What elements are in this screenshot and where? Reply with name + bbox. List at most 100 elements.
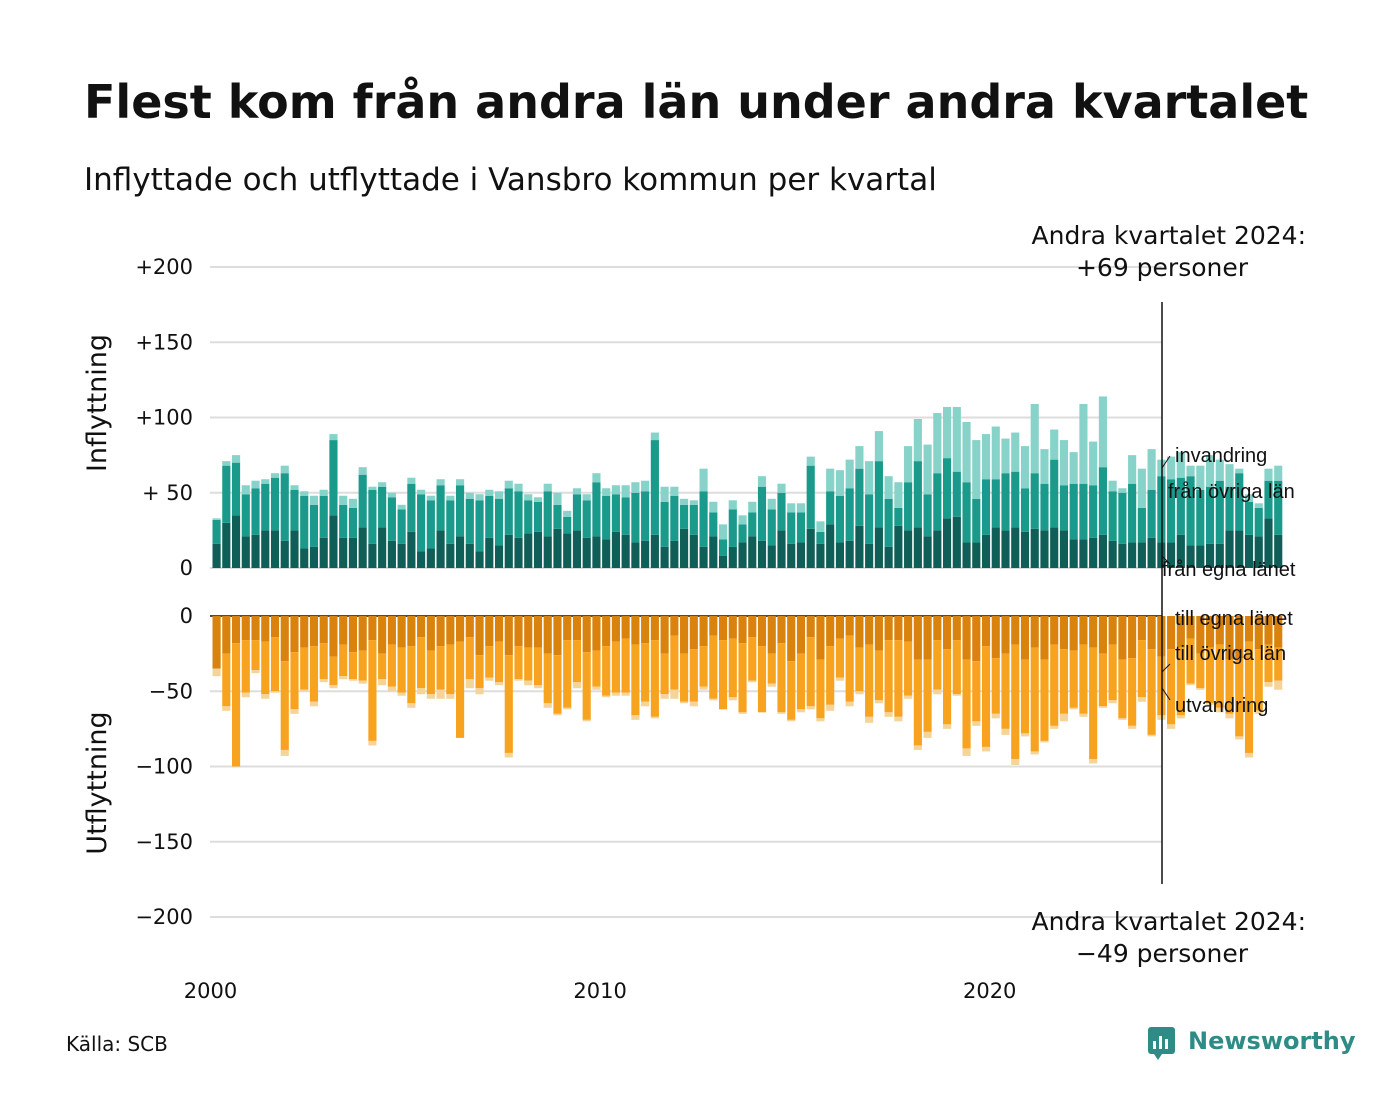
- inflow-bar-egna-30: [504, 534, 513, 568]
- inflow-bar-invandring-27: [475, 494, 484, 501]
- inflow-bar-egna-26: [465, 543, 474, 568]
- inflow-bar-egna-105: [1235, 530, 1244, 569]
- outflow-bar-egna-85: [1040, 616, 1049, 660]
- inflow-bar-invandring-80: [991, 426, 1000, 480]
- outflow-bar-egna-12: [329, 616, 338, 657]
- inflow-bar-ovriga-62: [816, 531, 825, 544]
- outflow-bar-ovriga-91: [1098, 653, 1107, 707]
- inflow-bar-ovriga-11: [319, 495, 328, 538]
- inflow-bar-invandring-100: [1186, 465, 1195, 477]
- outflow-bar-utvandring-44: [641, 701, 650, 707]
- outflow-bar-ovriga-102: [1205, 647, 1215, 704]
- inflow-bar-ovriga-80: [991, 479, 1000, 528]
- inflow-bar-egna-28: [485, 537, 494, 568]
- inflow-bar-ovriga-33: [533, 501, 543, 532]
- inflow-bar-invandring-83: [1020, 446, 1030, 489]
- inflow-bar-ovriga-60: [796, 512, 806, 543]
- outflow-bar-egna-22: [426, 616, 435, 651]
- inflow-bar-invandring-61: [806, 456, 815, 466]
- inflow-bar-ovriga-16: [368, 489, 377, 544]
- inflow-bar-invandring-103: [1215, 459, 1224, 481]
- inflow-bar-egna-79: [981, 534, 991, 568]
- inflow-bar-egna-17: [378, 527, 387, 568]
- inflow-bar-egna-43: [631, 542, 640, 568]
- inflow-bar-egna-49: [689, 534, 698, 568]
- outflow-bar-utvandring-23: [436, 689, 445, 699]
- inflow-bar-invandring-8: [290, 485, 299, 490]
- outflow-bar-ovriga-49: [689, 649, 698, 702]
- inflow-bar-egna-9: [300, 548, 309, 568]
- outflow-bar-ovriga-2: [231, 643, 241, 767]
- top-y-ticks: 0 + 50 +100 +150 +200: [135, 255, 193, 580]
- inflow-bar-ovriga-50: [699, 491, 708, 547]
- outflow-bar-egna-32: [524, 616, 533, 648]
- outflow-bar-ovriga-1: [222, 653, 231, 707]
- inflow-bar-egna-41: [611, 531, 620, 568]
- inflow-bar-egna-50: [699, 546, 708, 568]
- inflow-bar-ovriga-10: [309, 504, 319, 547]
- inflow-bar-ovriga-74: [933, 473, 942, 531]
- inflow-bar-egna-25: [456, 536, 465, 568]
- inflow-bar-ovriga-25: [456, 485, 465, 537]
- inflow-bar-invandring-62: [816, 521, 825, 532]
- outflow-bar-utvandring-16: [368, 740, 377, 746]
- outflow-bar-egna-39: [592, 616, 601, 651]
- outflow-bar-ovriga-56: [757, 646, 767, 713]
- outflow-bar-egna-47: [670, 616, 679, 636]
- outflow-bar-ovriga-54: [738, 643, 747, 713]
- outflow-bar-egna-104: [1225, 616, 1234, 660]
- inflow-bar-egna-8: [290, 530, 299, 569]
- inflow-bar-ovriga-18: [387, 497, 396, 541]
- inflow-bar-egna-88: [1069, 539, 1078, 568]
- inflow-bar-ovriga-76: [952, 471, 961, 517]
- outflow-bar-egna-51: [709, 616, 718, 636]
- outflow-bar-egna-86: [1050, 616, 1059, 645]
- inflow-bar-egna-53: [728, 546, 737, 568]
- inflow-bar-egna-89: [1079, 539, 1088, 568]
- top-y-tick-1: + 50: [142, 481, 193, 505]
- label-invandring: invandring: [1175, 445, 1267, 467]
- inflow-bar-ovriga-57: [767, 509, 776, 546]
- outflow-bar-utvandring-38: [582, 719, 591, 722]
- inflow-bar-egna-72: [913, 527, 922, 568]
- outflow-bar-egna-44: [641, 616, 650, 644]
- inflow-bar-ovriga-83: [1020, 488, 1030, 532]
- outflow-bar-utvandring-5: [261, 694, 270, 699]
- outflow-bar-utvandring-90: [1089, 758, 1098, 764]
- inflow-bar-invandring-41: [611, 485, 620, 495]
- outflow-bar-ovriga-22: [426, 650, 435, 695]
- outflow-bar-ovriga-61: [806, 637, 815, 707]
- inflow-bar-invandring-37: [572, 488, 582, 495]
- top-y-tick-4: +200: [135, 255, 193, 279]
- inflow-bar-invandring-32: [524, 494, 533, 501]
- outflow-bar-egna-11: [319, 616, 328, 644]
- outflow-bar-utvandring-96: [1147, 734, 1156, 737]
- inflow-bar-invandring-56: [757, 476, 767, 487]
- inflow-bar-ovriga-73: [923, 494, 932, 537]
- inflow-bar-invandring-71: [904, 446, 913, 483]
- outflow-bar-utvandring-70: [894, 716, 903, 722]
- outflow-bar-utvandring-107: [1254, 710, 1263, 714]
- inflow-bar-egna-109: [1274, 534, 1283, 568]
- outflow-bar-utvandring-63: [826, 704, 835, 711]
- outflow-bar-egna-14: [348, 616, 357, 653]
- outflow-bar-utvandring-42: [621, 692, 630, 696]
- top-y-axis-title: Inflyttning: [82, 334, 113, 472]
- outflow-bar-ovriga-16: [368, 640, 377, 741]
- outflow-bar-ovriga-23: [436, 646, 445, 690]
- outflow-bar-ovriga-106: [1244, 641, 1254, 753]
- outflow-bar-ovriga-31: [514, 646, 523, 680]
- outflow-bar-ovriga-28: [485, 646, 494, 678]
- inflow-bar-invandring-76: [952, 406, 961, 472]
- inflow-bar-invandring-49: [689, 500, 698, 505]
- inflow-bar-ovriga-3: [241, 494, 250, 537]
- outflow-bar-egna-7: [280, 616, 289, 662]
- outflow-bar-utvandring-72: [913, 745, 922, 750]
- outflow-bar-egna-82: [1011, 616, 1020, 645]
- chart-title: Flest kom från andra län under andra kva…: [84, 75, 1308, 129]
- outflow-bar-egna-102: [1205, 616, 1215, 648]
- inflow-bar-ovriga-98: [1167, 479, 1176, 543]
- inflow-bar-ovriga-52: [718, 539, 728, 556]
- inflow-bar-egna-96: [1147, 537, 1156, 568]
- inflow-bar-egna-104: [1225, 530, 1234, 569]
